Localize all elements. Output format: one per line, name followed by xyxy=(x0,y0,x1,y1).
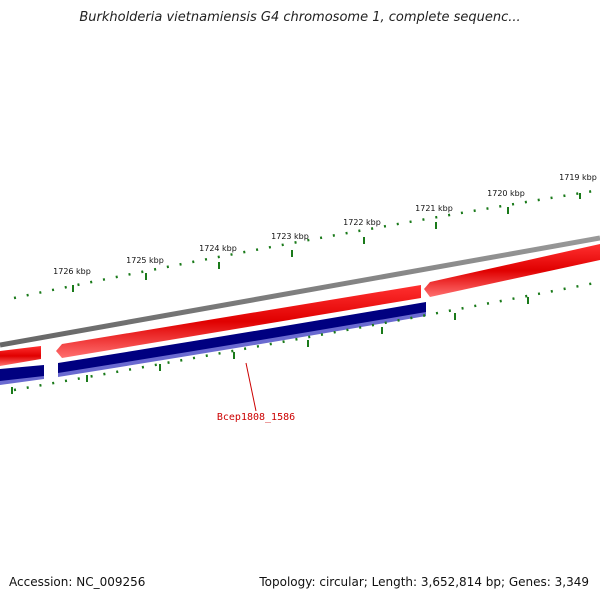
inner-major-ticks xyxy=(11,297,529,394)
ruler-label: 1723 kbp xyxy=(271,232,309,241)
forward-strand-genes[interactable] xyxy=(0,244,600,366)
forward-gene[interactable] xyxy=(0,346,41,366)
reverse-gene-bcep1808-1586[interactable] xyxy=(58,302,426,375)
reverse-strand-genes[interactable] xyxy=(0,302,426,385)
outer-ruler-dots xyxy=(13,188,600,300)
forward-gene[interactable] xyxy=(56,285,421,358)
ruler-label: 1721 kbp xyxy=(415,204,453,213)
reverse-gene-shadow xyxy=(58,312,426,377)
gene-label-leader xyxy=(245,362,257,412)
forward-gene[interactable] xyxy=(424,244,600,297)
ruler-label: 1722 kbp xyxy=(343,218,381,227)
ruler-label: 1719 kbp xyxy=(559,173,597,182)
reverse-gene[interactable] xyxy=(0,376,44,385)
accession-text: Accession: NC_009256 xyxy=(9,575,146,589)
ruler-label: 1720 kbp xyxy=(487,189,525,198)
ruler-label: 1725 kbp xyxy=(126,256,164,265)
gene-label-bcep1808-1586[interactable]: Bcep1808_1586 xyxy=(217,412,295,423)
genome-summary-text: Topology: circular; Length: 3,652,814 bp… xyxy=(259,575,589,589)
map-title: Burkholderia vietnamiensis G4 chromosome… xyxy=(79,10,521,25)
ruler-label: 1724 kbp xyxy=(199,244,237,253)
chromosome-backbone xyxy=(0,235,600,348)
ruler-label: 1726 kbp xyxy=(53,267,91,276)
outer-major-ticks xyxy=(72,193,581,292)
